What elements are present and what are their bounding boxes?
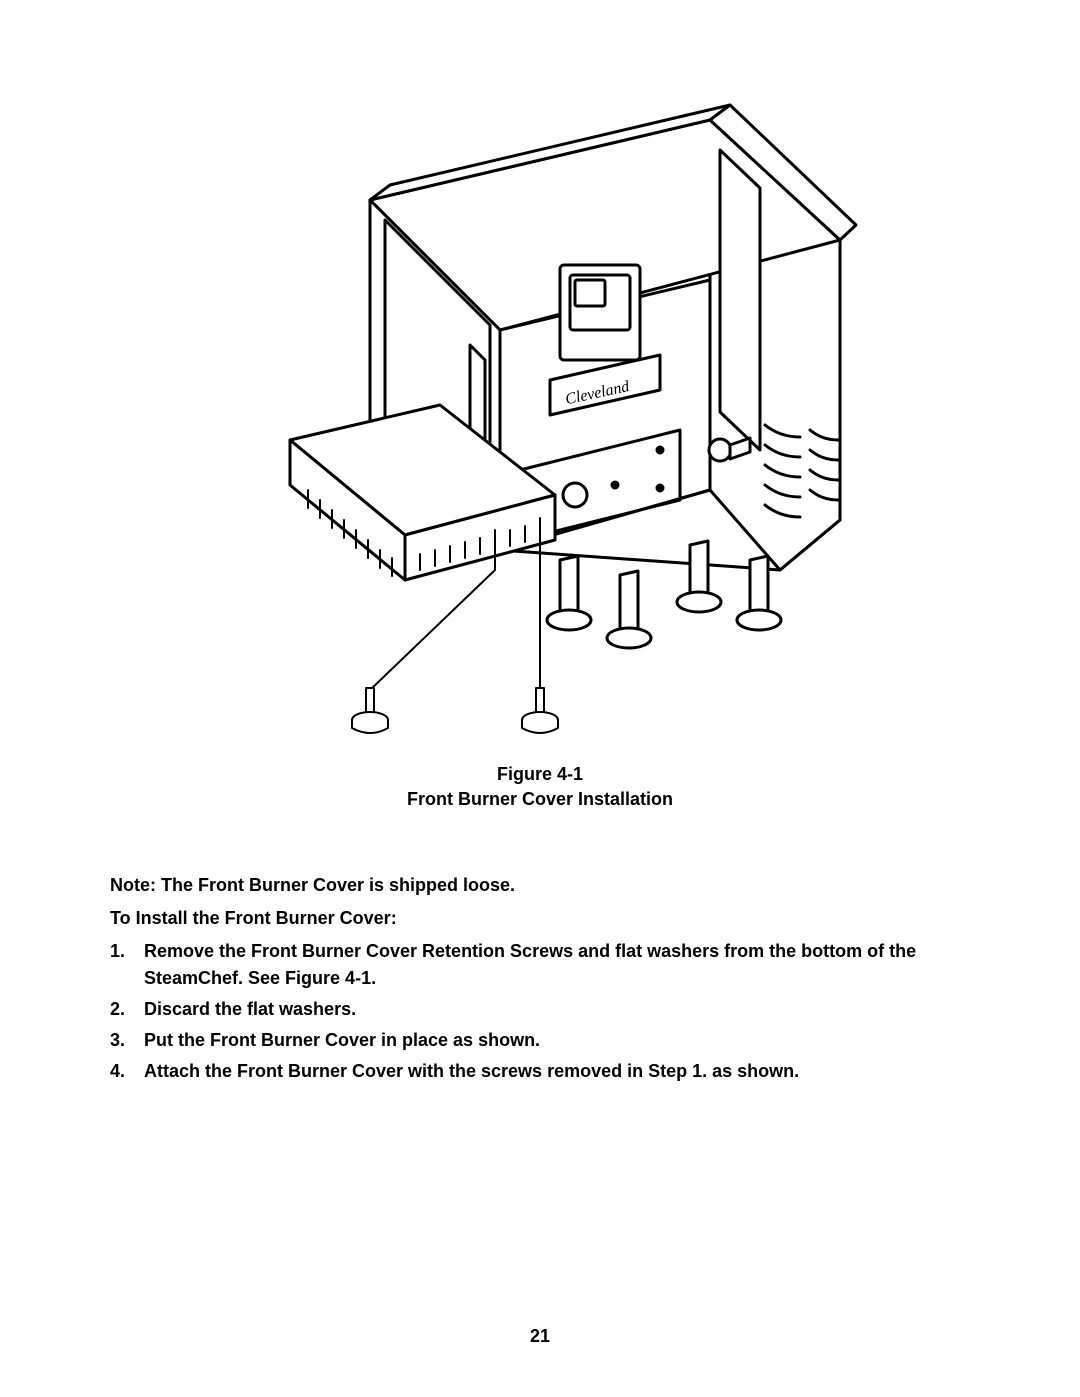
step-text: Put the Front Burner Cover in place as s… [144, 1027, 970, 1054]
step-item: 4. Attach the Front Burner Cover with th… [110, 1058, 970, 1085]
step-number: 3. [110, 1027, 144, 1054]
step-text: Attach the Front Burner Cover with the s… [144, 1058, 970, 1085]
step-number: 1. [110, 938, 144, 992]
instruction-block: Note: The Front Burner Cover is shipped … [110, 872, 970, 1085]
step-item: 3. Put the Front Burner Cover in place a… [110, 1027, 970, 1054]
figure-caption: Figure 4-1 Front Burner Cover Installati… [110, 762, 970, 812]
step-item: 1. Remove the Front Burner Cover Retenti… [110, 938, 970, 992]
figure-label: Figure 4-1 [110, 762, 970, 787]
figure-4-1: Cleveland [110, 70, 970, 750]
steamchef-diagram: Cleveland [220, 70, 860, 750]
step-number: 2. [110, 996, 144, 1023]
step-text: Discard the flat washers. [144, 996, 970, 1023]
steps-list: 1. Remove the Front Burner Cover Retenti… [110, 938, 970, 1085]
step-text: Remove the Front Burner Cover Retention … [144, 938, 970, 992]
step-item: 2. Discard the flat washers. [110, 996, 970, 1023]
note-text: Note: The Front Burner Cover is shipped … [110, 872, 970, 899]
page-number: 21 [0, 1326, 1080, 1347]
step-number: 4. [110, 1058, 144, 1085]
figure-title: Front Burner Cover Installation [110, 787, 970, 812]
lead-text: To Install the Front Burner Cover: [110, 905, 970, 932]
